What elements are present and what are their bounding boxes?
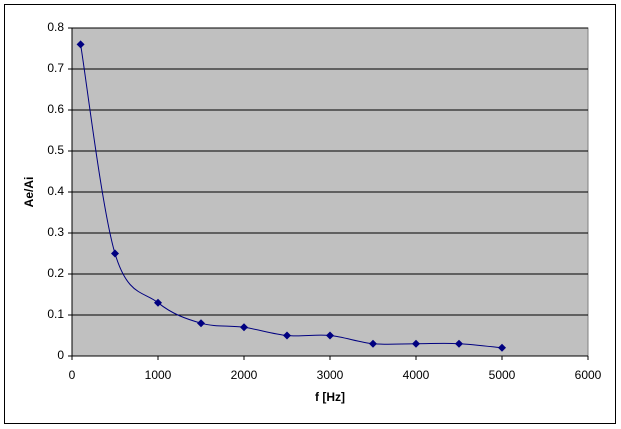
- data-point: [283, 331, 291, 340]
- y-axis-label: Ae/Ai: [22, 177, 36, 208]
- data-point: [498, 343, 506, 352]
- data-point: [326, 331, 334, 340]
- x-tick-label: 4000: [403, 368, 430, 382]
- y-tick-label: 0.8: [47, 20, 64, 34]
- x-tick-label: 2000: [231, 368, 258, 382]
- data-point: [412, 339, 420, 348]
- y-tick-label: 0.1: [47, 307, 64, 321]
- y-tick-label: 0.5: [47, 143, 64, 157]
- data-point: [240, 323, 248, 332]
- y-tick-label: 0.7: [47, 61, 64, 75]
- y-tick-label: 0.2: [47, 266, 64, 280]
- x-tick-label: 0: [69, 368, 76, 382]
- x-tick-label: 5000: [489, 368, 516, 382]
- x-tick-label: 1000: [145, 368, 172, 382]
- data-point: [455, 339, 463, 348]
- x-tick-label: 3000: [317, 368, 344, 382]
- x-tick-label: 6000: [575, 368, 602, 382]
- data-point: [197, 319, 205, 328]
- data-point: [76, 40, 85, 49]
- data-point: [369, 339, 377, 348]
- data-point: [111, 249, 119, 258]
- y-tick-label: 0.6: [47, 102, 64, 116]
- x-axis-label: f [Hz]: [315, 390, 345, 404]
- y-tick-label: 0.3: [47, 225, 64, 239]
- y-tick-label: 0: [57, 348, 64, 362]
- data-point: [154, 298, 162, 307]
- y-tick-label: 0.4: [47, 184, 64, 198]
